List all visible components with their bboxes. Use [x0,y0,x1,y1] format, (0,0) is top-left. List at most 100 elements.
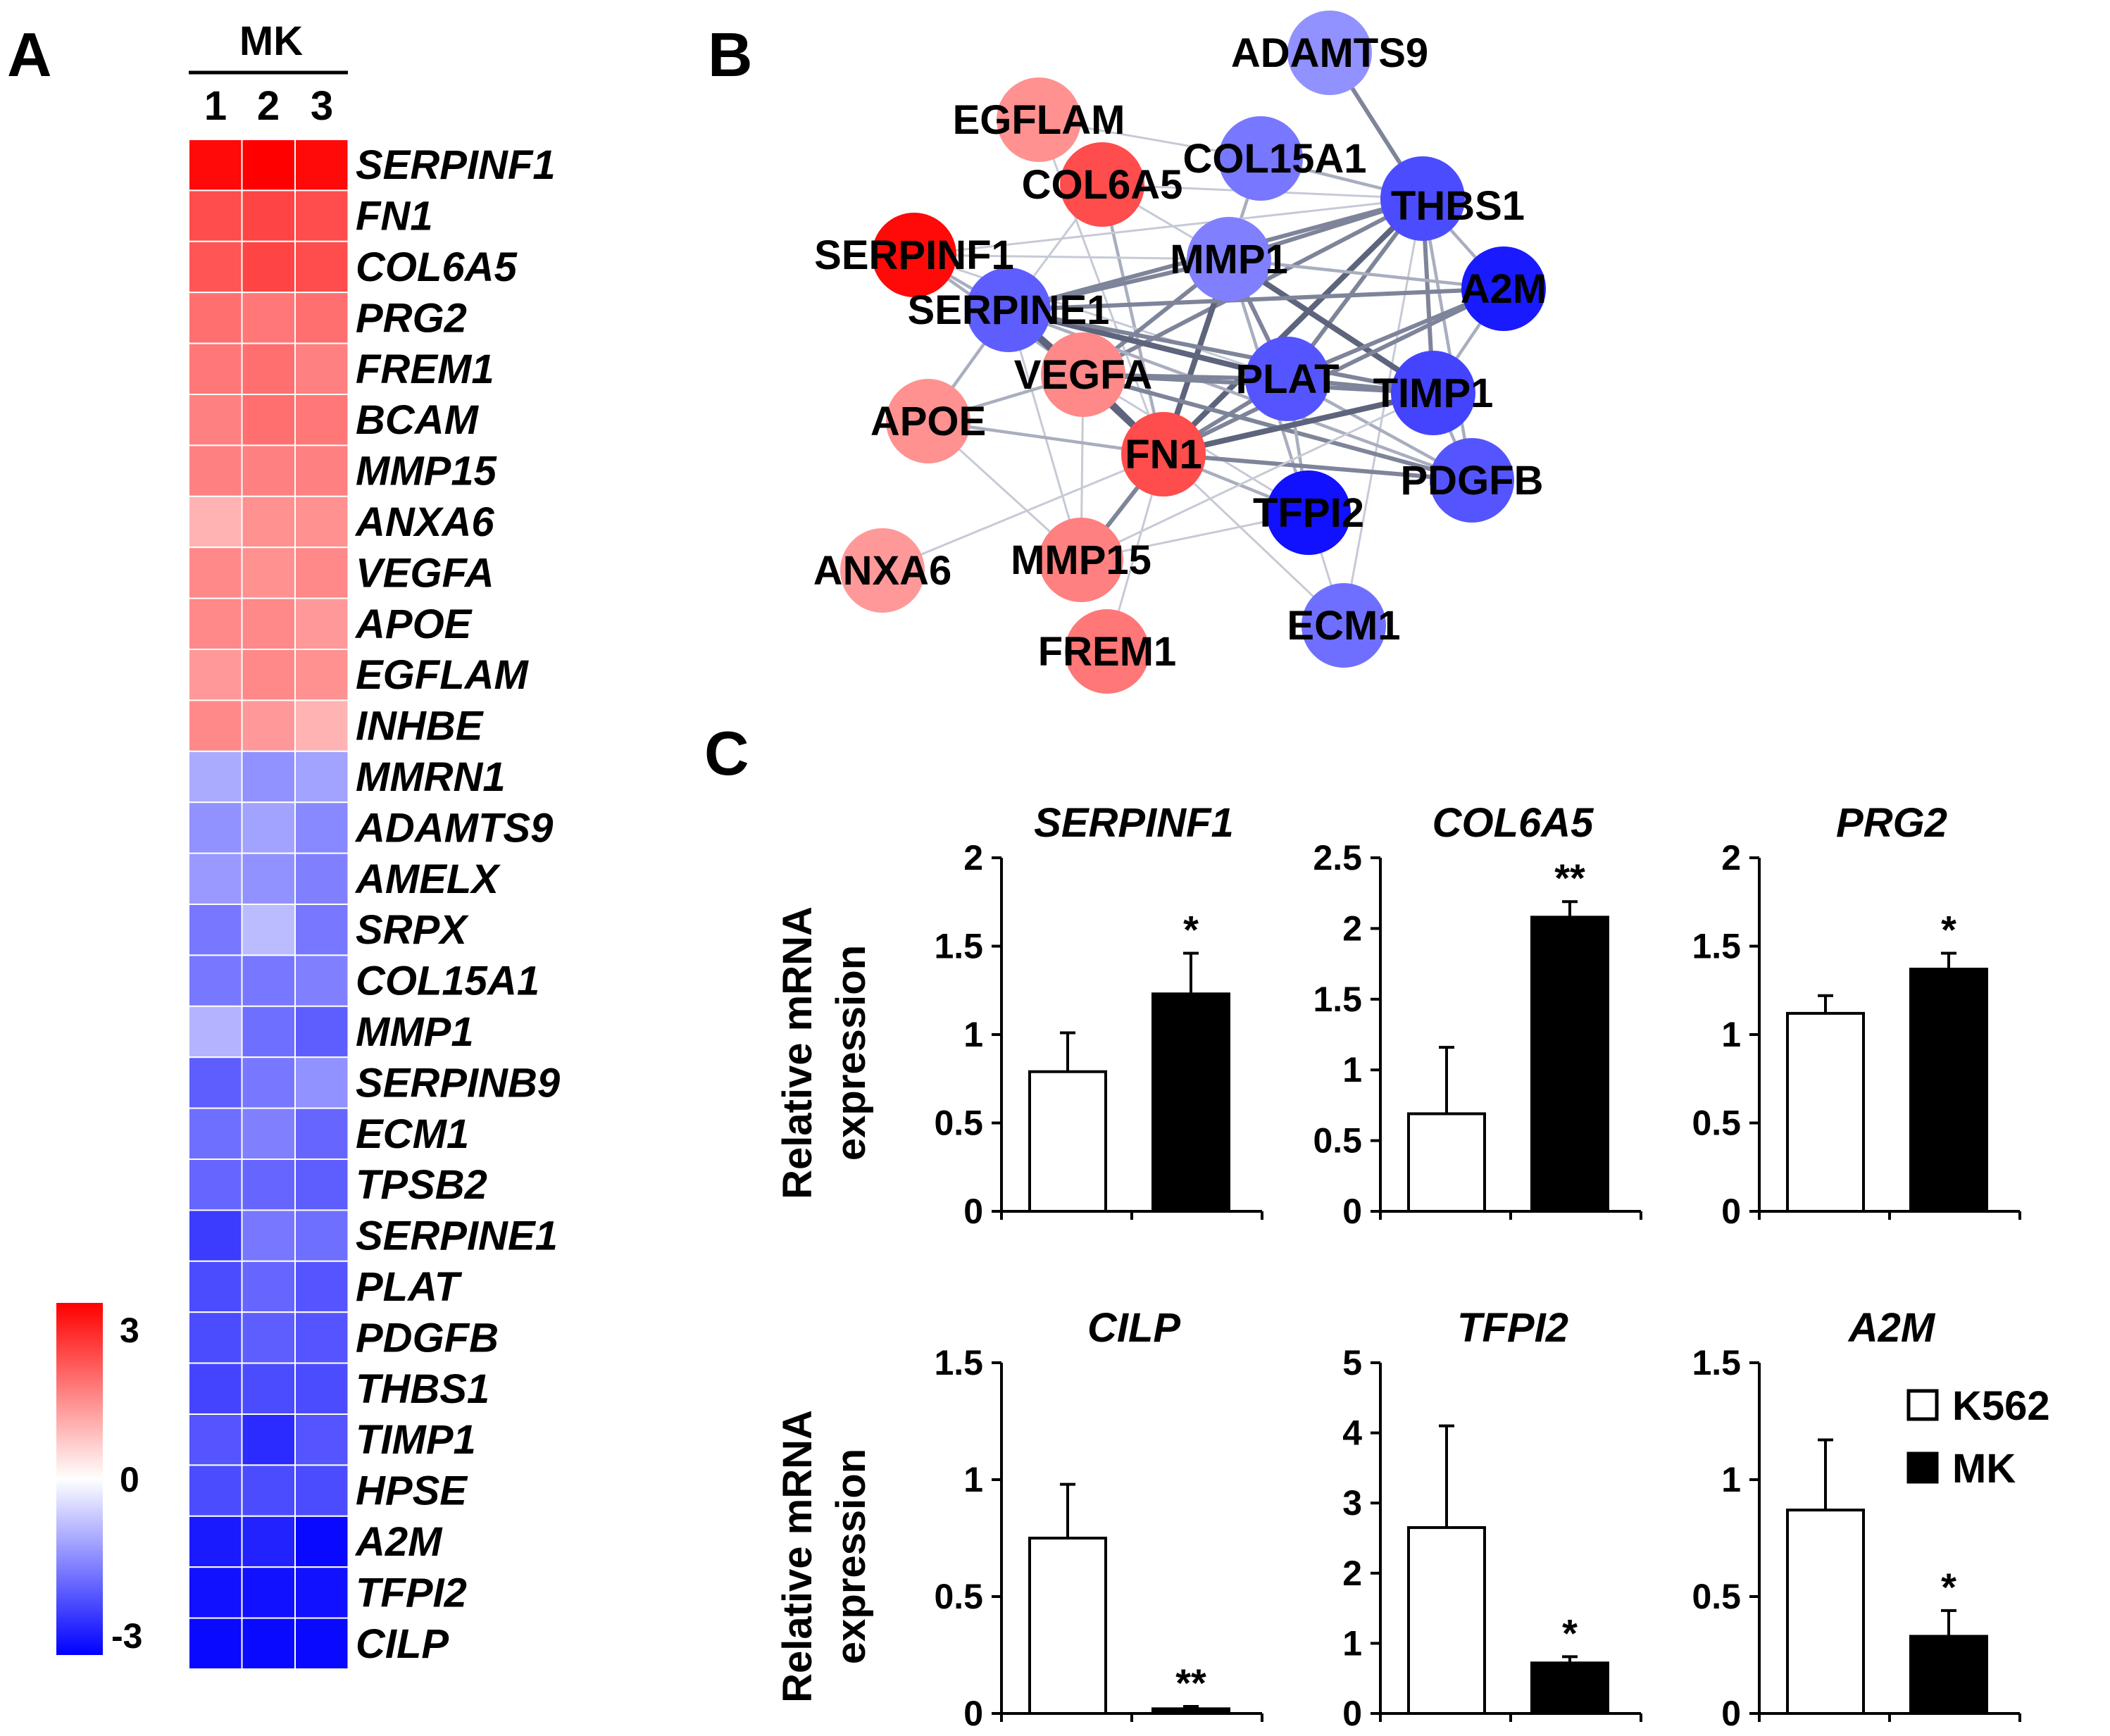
node-label-egflam: EGFLAM [953,97,1125,143]
y-tick-label-serpinf1-2: 1 [963,1015,983,1054]
heatmap-cell-col6a5-2 [241,240,296,294]
heatmap-cell-timp1-2 [241,1413,296,1466]
heatmap-cell-cilp-3 [294,1617,349,1671]
heatmap-cell-timp1-3 [294,1413,349,1466]
y-axis-label-row1-line2: expression [828,945,874,1161]
y-tick-label-col6a5-4: 2 [1342,908,1362,948]
heatmap-cell-a2m-1 [188,1515,243,1568]
heatmap-cell-serpinf1-3 [294,139,349,192]
heatmap-cell-mmp15-2 [241,444,296,497]
node-label-col6a5: COL6A5 [1022,162,1183,208]
node-label-a2m: A2M [1461,266,1547,312]
heatmap-gene-label-bcam: BCAM [356,397,480,443]
heatmap-cell-plat-3 [294,1260,349,1313]
y-tick-label-serpinf1-1: 0.5 [934,1104,983,1143]
bar-chart-tfpi2: TFPI2 0 1 2 3 4 5 * [1342,1305,1642,1733]
y-tick-label-prg2-2: 1 [1721,1015,1741,1054]
heatmap-cell-bcam-1 [188,394,243,447]
bar-serpinf1-mk [1151,992,1230,1213]
heatmap-cell-bcam-2 [241,394,296,447]
node-label-col15a1: COL15A1 [1182,136,1366,182]
y-tick-label-serpinf1-3: 1.5 [934,927,983,966]
significance-col6a5-mk: ** [1554,856,1585,900]
heatmap-cell-col15a1-3 [294,954,349,1007]
heatmap-cell-anxa6-1 [188,495,243,549]
heatmap-cell-serpinb9-2 [241,1056,296,1109]
y-tick-label-tfpi2-0: 0 [1342,1694,1362,1733]
heatmap-cell-frem1-1 [188,342,243,396]
node-label-adamts9: ADAMTS9 [1231,30,1428,76]
bar-serpinf1-k562 [1028,1070,1107,1213]
node-anxa6 [840,528,925,613]
color-scale-bar [56,1303,103,1655]
heatmap-cell-fn1-3 [294,189,349,242]
bar-prg2-mk [1909,968,1988,1213]
heatmap-panel: MK 1 2 3 SERPINF1 FN1 COL6A5 PRG2 FREM1 BCAM M… [56,18,560,1671]
heatmap-gene-label-inhbe: INHBE [356,704,485,749]
node-label-plat: PLAT [1235,356,1339,402]
heatmap-column-label-2: 2 [257,83,280,129]
edge-serpine1-a2m [1008,287,1504,312]
heatmap-cell-mmrn1-2 [241,750,296,804]
heatmap-cell-mmp15-3 [294,444,349,497]
y-tick-label-tfpi2-4: 4 [1342,1413,1362,1453]
heatmap-gene-label-col6a5: COL6A5 [356,244,518,290]
heatmap-cell-hpse-1 [188,1464,243,1517]
color-scale-max-label: 3 [120,1311,139,1350]
significance-prg2-mk: * [1941,908,1956,952]
bar-chart-col6a5: COL6A5 0 0.5 1 1.5 2 2.5 ** [1313,800,1642,1231]
y-tick-label-col6a5-0: 0 [1342,1192,1362,1231]
node-label-serpinf1: SERPINF1 [814,232,1014,278]
node-mmp15 [1039,518,1123,602]
y-tick-label-a2m-2: 1 [1721,1460,1741,1499]
bar-col6a5-k562 [1407,1112,1486,1213]
y-tick-label-col6a5-3: 1.5 [1313,980,1362,1019]
heatmap-gene-label-serpine1: SERPINE1 [356,1213,558,1259]
heatmap-gene-label-cilp: CILP [356,1621,449,1667]
y-tick-label-col6a5-1: 0.5 [1313,1121,1362,1161]
heatmap-cell-pdgfb-2 [241,1311,296,1364]
heatmap-cell-prg2-3 [294,292,349,344]
edge-mmp15-timp1 [1080,392,1434,561]
node-serpinf1 [872,213,956,297]
heatmap-cell-ecm1-2 [241,1107,296,1160]
heatmap-cells [188,139,349,1671]
heatmap-cell-tpsb2-1 [188,1159,243,1211]
heatmap-cell-tfpi2-3 [294,1566,349,1619]
y-axis-label-row1-line1: Relative mRNA [775,906,820,1199]
bar-cilp-mk [1151,1707,1230,1716]
edge-serpine1-timp1 [1008,308,1434,395]
y-tick-label-cilp-0: 0 [963,1694,983,1733]
heatmap-gene-label-fn1: FN1 [356,194,433,239]
heatmap-cell-prg2-1 [188,292,243,344]
chart-title-col6a5: COL6A5 [1432,800,1594,846]
heatmap-cell-amelx-3 [294,852,349,905]
significance-tfpi2-mk: * [1562,1611,1578,1655]
heatmap-cell-inhbe-1 [188,699,243,752]
y-tick-label-col6a5-2: 1 [1342,1050,1362,1089]
heatmap-cell-thbs1-2 [241,1362,296,1415]
heatmap-cell-egflam-3 [294,649,349,701]
legend-label-mk: MK [1952,1446,2016,1492]
edge-fn1-a2m [1162,287,1505,456]
node-frem1 [1065,609,1149,694]
bar-tfpi2-k562 [1407,1526,1486,1716]
heatmap-gene-label-apoe: APOE [354,601,473,647]
legend: K562 MK [1906,1383,2050,1492]
heatmap-gene-label-timp1: TIMP1 [356,1417,476,1463]
edge-serpinf1-plat [913,254,1288,380]
heatmap-cell-prg2-2 [241,292,296,344]
heatmap-gene-label-adamts9: ADAMTS9 [354,805,553,851]
heatmap-gene-label-anxa6: ANXA6 [354,499,494,545]
heatmap-cell-egflam-2 [241,649,296,701]
heatmap-cell-plat-1 [188,1260,243,1313]
node-label-frem1: FREM1 [1038,629,1177,675]
chart-title-a2m: A2M [1847,1305,1936,1351]
node-label-fn1: FN1 [1125,432,1202,477]
y-tick-label-tfpi2-5: 5 [1342,1343,1362,1382]
legend-swatch-mk [1906,1451,1939,1484]
heatmap-gene-label-srpx: SRPX [356,907,469,953]
heatmap-cell-serpinb9-1 [188,1056,243,1109]
heatmap-cell-apoe-2 [241,597,296,650]
